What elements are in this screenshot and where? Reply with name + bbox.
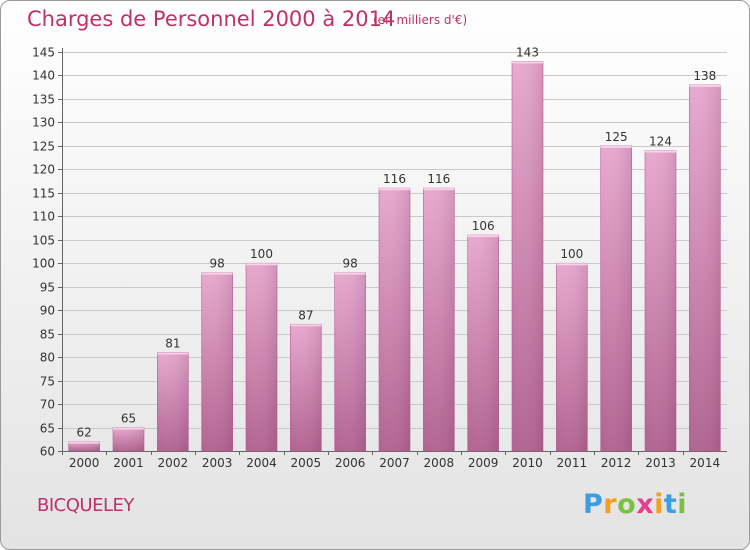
bar-shade — [556, 263, 588, 451]
x-tick-label: 2003 — [202, 456, 233, 470]
y-tick-label: 110 — [32, 210, 55, 224]
bar-top-highlight — [68, 441, 100, 444]
bar-value-label: 62 — [77, 426, 92, 440]
bar-shade — [246, 263, 277, 451]
bar-shade — [689, 84, 721, 451]
y-tick-label: 85 — [40, 328, 55, 342]
x-tick-label: 2004 — [246, 456, 277, 470]
bar-value-label: 100 — [250, 247, 273, 261]
y-tick-label: 120 — [32, 163, 55, 177]
bar-top-highlight — [246, 263, 277, 266]
bar-shade — [645, 150, 676, 451]
x-tick-label: 2001 — [113, 456, 144, 470]
bar-top-highlight — [201, 272, 233, 275]
bar-shade — [157, 352, 189, 451]
logo-letter: t — [663, 489, 678, 520]
y-tick-label: 135 — [32, 93, 55, 107]
x-tick-label: 2007 — [379, 456, 410, 470]
bar-shade — [201, 272, 233, 451]
y-tick-label: 145 — [32, 46, 55, 60]
logo-letter: x — [636, 489, 655, 520]
x-tick-label: 2011 — [557, 456, 588, 470]
chart-title: Charges de Personnel 2000 à 2014 — [27, 7, 396, 31]
logo-letter: i — [677, 489, 688, 520]
y-tick-label: 95 — [40, 281, 55, 295]
bar-top-highlight — [379, 188, 410, 191]
y-tick-label: 65 — [40, 422, 55, 436]
axis-layer: 60 65 70 75 80 85 90 95 100 105 110 115 120 125 130 135… — [32, 46, 727, 459]
y-tick-label: 125 — [32, 140, 55, 154]
bar-value-label: 116 — [383, 172, 406, 186]
x-tick-label: 2012 — [601, 456, 632, 470]
bar-top-highlight — [556, 263, 588, 266]
x-tick-label: 2010 — [512, 456, 543, 470]
bar-shade — [467, 235, 499, 451]
bar-top-highlight — [290, 324, 322, 327]
logo-letter: r — [603, 489, 618, 520]
bar-value-label: 98 — [343, 257, 358, 271]
bar-shade — [600, 145, 632, 451]
y-tick-label: 115 — [32, 187, 55, 201]
bar-shade — [290, 324, 322, 451]
x-tick-label: 2009 — [468, 456, 499, 470]
y-tick-label: 100 — [32, 257, 55, 271]
x-tick-label: 2002 — [158, 456, 189, 470]
y-tick-label: 75 — [40, 375, 55, 389]
logo-letter: i — [654, 489, 664, 520]
town-name: BICQUELEY — [37, 495, 134, 516]
bar-value-label: 65 — [121, 412, 136, 426]
bar-shade — [512, 61, 543, 451]
bar-value-label: 100 — [560, 247, 583, 261]
y-tick-label: 80 — [40, 351, 55, 365]
y-tick-label: 60 — [40, 445, 55, 459]
bar-top-highlight — [334, 272, 366, 275]
x-tick-label: 2006 — [335, 456, 366, 470]
bar-top-highlight — [467, 235, 499, 238]
bar-top-highlight — [157, 352, 189, 355]
logo-letter: o — [617, 489, 637, 520]
y-tick-label: 70 — [40, 398, 55, 412]
bar-value-label: 143 — [516, 45, 539, 59]
proxiti-logo[interactable]: Proxiti — [583, 489, 687, 520]
bar-value-label: 87 — [298, 308, 313, 322]
bar-top-highlight — [645, 150, 676, 153]
bar-shade — [113, 427, 144, 451]
bar-top-highlight — [600, 145, 632, 148]
bar-value-label: 106 — [472, 219, 495, 233]
bar-shade — [68, 441, 100, 451]
bar-value-label: 125 — [605, 130, 628, 144]
logo-letter: P — [583, 489, 604, 520]
bar-top-highlight — [113, 427, 144, 430]
bar-shade — [334, 272, 366, 451]
label-layer: 62 2000 65 2001 81 2002 98 2003 100 2004 87 2005 98 2… — [69, 45, 720, 470]
bar-top-highlight — [423, 188, 455, 191]
bar-value-label: 98 — [210, 257, 225, 271]
x-tick-label: 2005 — [291, 456, 322, 470]
x-tick-label: 2014 — [690, 456, 721, 470]
bar-value-label: 124 — [649, 135, 672, 149]
x-tick-label: 2008 — [424, 456, 455, 470]
bar-top-highlight — [689, 84, 721, 87]
x-tick-label: 2013 — [645, 456, 676, 470]
bar-value-label: 116 — [427, 172, 450, 186]
y-tick-label: 130 — [32, 116, 55, 130]
bar-shade — [423, 188, 455, 452]
y-tick-label: 140 — [32, 69, 55, 83]
x-tick-label: 2000 — [69, 456, 100, 470]
y-tick-label: 90 — [40, 304, 55, 318]
bar-shade — [379, 188, 410, 452]
y-tick-label: 105 — [32, 234, 55, 248]
chart-subtitle: (en milliers d'€) — [373, 13, 468, 27]
bar-layer — [68, 61, 721, 452]
bar-value-label: 81 — [165, 336, 180, 350]
bar-value-label: 138 — [693, 69, 716, 83]
bar-top-highlight — [512, 61, 543, 64]
